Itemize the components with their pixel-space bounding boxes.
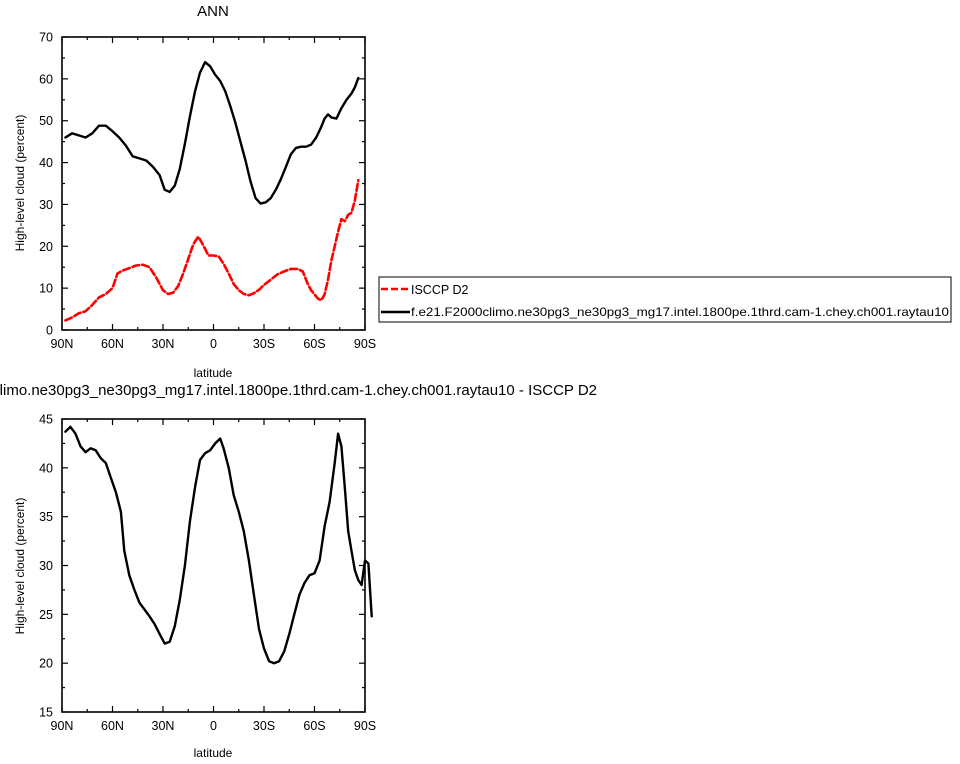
bottom-y-tick-label: 25 [39, 608, 53, 622]
bottom-y-tick-label: 45 [39, 413, 53, 427]
bottom-panel: f.e21.F2000climo.ne30pg3_ne30pg3_mg17.in… [0, 382, 597, 760]
bottom-y-tick-label: 15 [39, 706, 53, 720]
top-panel-x-axis-label: latitude [194, 366, 233, 380]
legend: ISCCP D2 f.e21.F2000climo.ne30pg3_ne30pg… [378, 276, 952, 323]
top-series-line-0 [64, 178, 360, 322]
bottom-x-tick-label: 60S [303, 719, 325, 733]
bottom-panel-title: f.e21.F2000climo.ne30pg3_ne30pg3_mg17.in… [0, 382, 597, 399]
top-y-tick-label: 40 [39, 156, 53, 170]
top-panel-ticks: 90N 60N 30N 0 30S 60S 90S 0 10 20 30 40 50 60 70 [39, 31, 376, 352]
top-x-tick-label: 60N [101, 337, 124, 351]
legend-label-isccp-d2: ISCCP D2 [411, 283, 468, 297]
top-y-tick-label: 30 [39, 198, 53, 212]
bottom-y-tick-label: 40 [39, 461, 53, 475]
bottom-panel-x-axis-label: latitude [194, 746, 233, 760]
top-panel-frame [61, 36, 366, 331]
top-x-tick-label: 90S [354, 337, 376, 351]
top-y-tick-label: 20 [39, 240, 53, 254]
bottom-panel-y-axis-label: High-level cloud (percent) [13, 498, 27, 635]
top-series-line-1 [64, 60, 360, 205]
bottom-y-tick-label: 35 [39, 510, 53, 524]
top-y-tick-label: 0 [46, 324, 53, 338]
bottom-panel-ticks: 90N 60N 30N 0 30S 60S 90S 15 20 25 30 35 40 45 [39, 413, 376, 734]
top-x-tick-label: 90N [51, 337, 74, 351]
top-y-tick-label: 70 [39, 31, 53, 45]
legend-box [378, 276, 952, 323]
bottom-panel-series [64, 425, 373, 665]
top-x-tick-label: 30S [253, 337, 275, 351]
bottom-x-tick-label: 90N [51, 719, 74, 733]
bottom-x-tick-label: 30N [152, 719, 175, 733]
bottom-x-tick-label: 0 [210, 719, 217, 733]
top-x-tick-label: 60S [303, 337, 325, 351]
bottom-x-tick-label: 60N [101, 719, 124, 733]
top-panel-series [64, 60, 360, 322]
bottom-y-tick-label: 20 [39, 657, 53, 671]
bottom-x-tick-label: 90S [354, 719, 376, 733]
top-y-tick-label: 10 [39, 282, 53, 296]
top-panel-title: ANN [197, 3, 229, 20]
bottom-series-line-0 [64, 425, 373, 665]
top-x-tick-label: 0 [210, 337, 217, 351]
top-panel: ANN 90N 60N 30N 0 30S 60S 90S 0 10 20 30 40 50 60 70 H… [13, 3, 376, 380]
top-panel-y-axis-label: High-level cloud (percent) [13, 115, 27, 252]
top-y-tick-label: 50 [39, 114, 53, 128]
top-y-tick-label: 60 [39, 72, 53, 86]
bottom-panel-frame [61, 418, 366, 713]
top-x-tick-label: 30N [152, 337, 175, 351]
legend-label-model: f.e21.F2000climo.ne30pg3_ne30pg3_mg17.in… [411, 305, 949, 319]
bottom-x-tick-label: 30S [253, 719, 275, 733]
bottom-y-tick-label: 30 [39, 559, 53, 573]
